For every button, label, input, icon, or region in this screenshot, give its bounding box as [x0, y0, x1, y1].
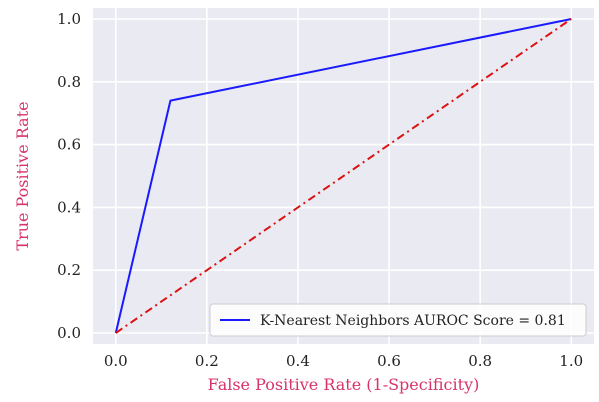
series-line-0: [114, 18, 572, 334]
y-tick-label: 0.6: [57, 136, 81, 154]
y-axis-label: True Positive Rate: [13, 101, 32, 250]
x-axis-label: False Positive Rate (1-Specificity): [208, 375, 480, 394]
x-tick-label: 0.8: [468, 352, 492, 370]
x-tick-label: 0.2: [195, 352, 219, 370]
x-tick-label: 0.6: [377, 352, 401, 370]
x-tick-label: 0.4: [286, 352, 310, 370]
legend: K-Nearest Neighbors AUROC Score = 0.81: [209, 303, 587, 337]
grid-lines: [93, 8, 594, 344]
y-tick-labels: 0.0 0.2 0.4 0.6 0.8 1.0: [57, 10, 81, 342]
y-tick-label: 1.0: [57, 10, 81, 28]
legend-box: [209, 303, 587, 337]
y-tick-label: 0.0: [57, 324, 81, 342]
y-tick-label: 0.4: [57, 198, 81, 216]
x-tick-label: 0.0: [104, 352, 128, 370]
x-tick-label: 1.0: [559, 352, 583, 370]
legend-label: K-Nearest Neighbors AUROC Score = 0.81: [260, 313, 566, 329]
series-line-1: [115, 18, 572, 334]
y-tick-label: 0.2: [57, 261, 81, 279]
x-tick-labels: 0.0 0.2 0.4 0.6 0.8 1.0: [104, 352, 583, 370]
y-tick-label: 0.8: [57, 73, 81, 91]
series-lines: [114, 18, 572, 334]
